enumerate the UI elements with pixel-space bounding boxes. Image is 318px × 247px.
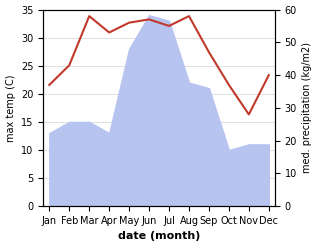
Y-axis label: max temp (C): max temp (C) [5, 74, 16, 142]
X-axis label: date (month): date (month) [118, 231, 200, 242]
Y-axis label: med. precipitation (kg/m2): med. precipitation (kg/m2) [302, 42, 313, 173]
